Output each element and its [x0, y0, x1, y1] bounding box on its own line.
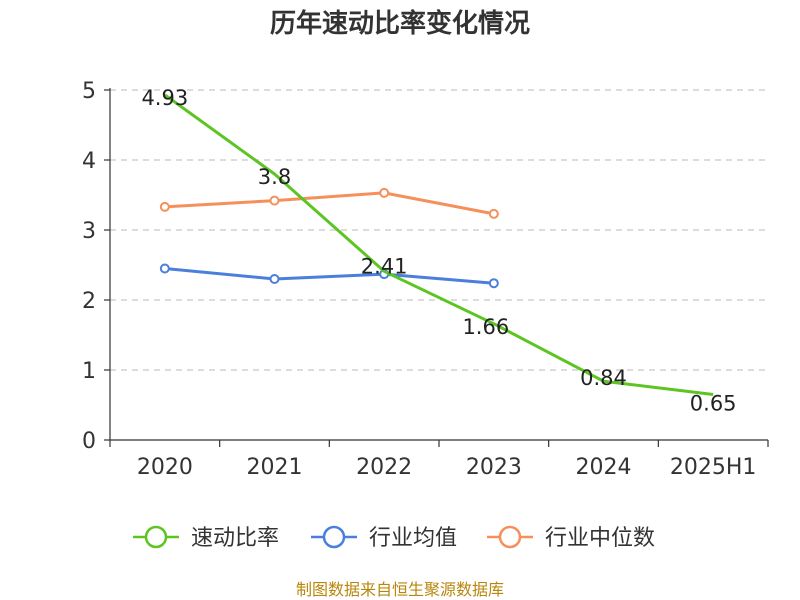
legend-marker[interactable] — [498, 525, 522, 549]
y-tick-label: 0 — [82, 429, 96, 454]
series-group — [159, 93, 714, 396]
legend-marker[interactable] — [322, 525, 346, 549]
x-tick-label: 2023 — [466, 455, 522, 480]
data-label: 0.84 — [580, 366, 627, 390]
data-label: 4.93 — [141, 86, 188, 110]
y-tick-label: 5 — [82, 79, 96, 104]
x-tick-label: 2025H1 — [670, 455, 757, 480]
x-tick-label: 2024 — [576, 455, 632, 480]
data-point[interactable] — [379, 187, 390, 198]
data-label: 3.8 — [258, 165, 291, 189]
x-tick-label: 2022 — [356, 455, 412, 480]
data-point[interactable] — [269, 274, 280, 284]
y-tick-label: 3 — [82, 219, 96, 244]
data-point[interactable] — [488, 278, 499, 289]
x-tick-label: 2021 — [247, 455, 303, 480]
data-point[interactable] — [488, 208, 499, 219]
y-tick-label: 4 — [82, 149, 96, 174]
series-line — [163, 93, 714, 396]
series-line — [164, 191, 495, 216]
legend-label[interactable]: 行业均值 — [369, 526, 457, 551]
y-tick-label: 2 — [82, 289, 96, 314]
legend-label[interactable]: 速动比率 — [191, 526, 279, 551]
chart-title: 历年速动比率变化情况 — [270, 8, 530, 39]
source-note: 制图数据来自恒生聚源数据库 — [296, 580, 504, 599]
data-labels: 4.93 3.8 2.41 1.66 0.84 0.65 — [141, 86, 736, 416]
data-point[interactable] — [159, 263, 170, 274]
data-label: 2.41 — [361, 254, 408, 278]
grid — [110, 89, 768, 371]
data-label: 0.65 — [690, 392, 737, 416]
legend-label[interactable]: 行业中位数 — [545, 526, 655, 551]
data-label: 1.66 — [462, 315, 509, 339]
data-point[interactable] — [269, 195, 280, 206]
series-line — [164, 267, 494, 285]
axes: 0 1 2 3 4 5 2020 2021 2022 2023 2024 2025H1 — [82, 79, 769, 480]
data-point[interactable] — [159, 201, 170, 212]
legend[interactable]: 速动比率 行业均值 行业中位数 — [133, 525, 655, 551]
y-tick-label: 1 — [82, 359, 96, 384]
x-tick-label: 2020 — [137, 455, 193, 480]
legend-marker[interactable] — [144, 525, 168, 549]
